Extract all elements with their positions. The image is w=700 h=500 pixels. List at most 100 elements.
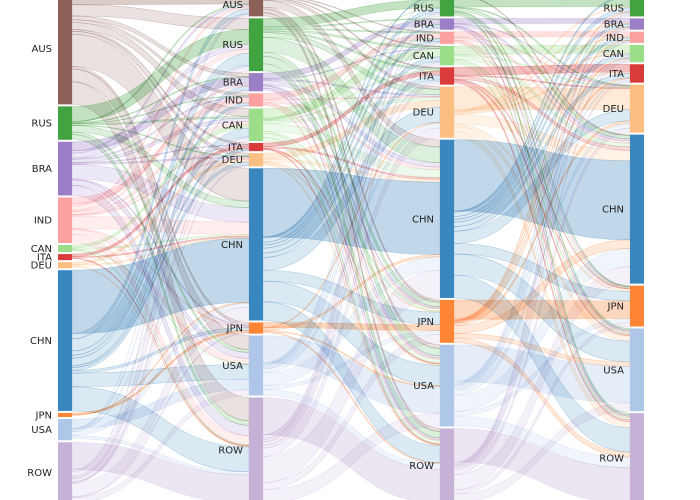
node-label-aus: AUS — [31, 44, 52, 55]
node-bar-usa[interactable] — [58, 418, 72, 441]
node-bar-usa[interactable] — [630, 328, 644, 412]
node-label-ind: IND — [225, 95, 243, 106]
node-bar-ind[interactable] — [58, 197, 72, 243]
node-bars — [58, 0, 644, 500]
flow-links — [71, 0, 631, 500]
flow-link-row-to-row — [453, 428, 631, 500]
node-bar-aus[interactable] — [249, 0, 263, 17]
node-label-ita: ITA — [609, 69, 624, 80]
node-label-can: CAN — [413, 51, 434, 62]
flow-link-row-to-chn — [262, 270, 441, 483]
node-label-aus: AUS — [603, 0, 624, 2]
node-bar-jpn[interactable] — [249, 322, 263, 334]
node-bar-bra[interactable] — [249, 73, 263, 92]
flow-link-row-to-usa — [71, 389, 250, 500]
flow-link-row-to-ita — [71, 150, 250, 483]
node-label-can: CAN — [222, 120, 243, 131]
node-bar-ita[interactable] — [58, 254, 72, 261]
node-label-chn: CHN — [30, 336, 52, 347]
node-bar-jpn[interactable] — [58, 412, 72, 417]
flow-link-chn-to-aus — [262, 0, 424, 239]
node-label-jpn: JPN — [226, 324, 243, 335]
flow-link-row-to-bra — [453, 28, 631, 466]
node-label-row: ROW — [218, 446, 243, 457]
node-label-rus: RUS — [603, 3, 624, 14]
node-labels: AUSRUSBRAINDCANITADEUCHNJPNUSAROWAUSRUSB… — [27, 0, 624, 479]
node-bar-ita[interactable] — [440, 67, 454, 85]
node-label-row: ROW — [27, 468, 52, 479]
node-label-bra: BRA — [604, 20, 624, 31]
flow-link-row-to-bra — [262, 27, 441, 441]
node-bar-chn[interactable] — [249, 168, 263, 321]
node-bar-chn[interactable] — [630, 134, 644, 284]
node-label-jpn: JPN — [35, 410, 52, 421]
flow-link-row-to-ind — [262, 41, 441, 443]
node-bar-row[interactable] — [58, 442, 72, 500]
node-bar-deu[interactable] — [249, 153, 263, 167]
node-label-deu: DEU — [603, 104, 624, 115]
node-bar-jpn[interactable] — [440, 299, 454, 343]
node-bar-row[interactable] — [440, 428, 454, 500]
node-label-chn: CHN — [412, 214, 434, 225]
flow-link-row-to-rus — [71, 66, 250, 477]
node-label-row: ROW — [599, 454, 624, 465]
node-label-rus: RUS — [413, 3, 434, 14]
node-bar-can[interactable] — [58, 244, 72, 253]
node-label-deu: DEU — [31, 261, 52, 272]
node-label-ita: ITA — [228, 143, 243, 154]
node-bar-chn[interactable] — [440, 139, 454, 298]
node-bar-deu[interactable] — [58, 262, 72, 269]
node-label-bra: BRA — [223, 78, 243, 89]
node-label-ita: ITA — [37, 253, 52, 264]
node-bar-ita[interactable] — [630, 64, 644, 83]
node-bar-usa[interactable] — [440, 344, 454, 427]
flow-link-row-to-usa — [453, 402, 631, 500]
node-bar-aus[interactable] — [58, 0, 72, 105]
node-bar-can[interactable] — [249, 108, 263, 141]
node-label-can: CAN — [603, 49, 624, 60]
node-label-jpn: JPN — [417, 317, 434, 328]
node-label-ind: IND — [606, 33, 624, 44]
node-label-ind: IND — [34, 216, 52, 227]
node-label-aus: AUS — [413, 0, 434, 2]
node-label-aus: AUS — [222, 0, 243, 11]
flow-link-row-to-chn — [453, 266, 631, 491]
node-label-ind: IND — [416, 33, 434, 44]
node-label-ita: ITA — [419, 71, 434, 82]
node-bar-deu[interactable] — [440, 86, 454, 138]
node-bar-ita[interactable] — [249, 143, 263, 152]
flow-link-row-to-ita — [262, 81, 441, 449]
node-label-rus: RUS — [31, 119, 52, 130]
node-label-chn: CHN — [221, 240, 243, 251]
node-label-rus: RUS — [222, 40, 243, 51]
node-bar-bra[interactable] — [630, 18, 644, 30]
node-bar-usa[interactable] — [249, 335, 263, 396]
node-label-row: ROW — [409, 461, 434, 472]
node-bar-can[interactable] — [630, 44, 644, 63]
node-label-can: CAN — [31, 244, 52, 255]
node-label-bra: BRA — [32, 164, 52, 175]
flow-link-row-to-jpn — [71, 332, 250, 499]
node-label-chn: CHN — [602, 205, 624, 216]
node-bar-ind[interactable] — [630, 31, 644, 43]
node-bar-jpn[interactable] — [630, 285, 644, 327]
node-bar-can[interactable] — [440, 45, 454, 66]
node-bar-row[interactable] — [249, 397, 263, 500]
node-label-bra: BRA — [414, 20, 434, 31]
node-bar-chn[interactable] — [58, 270, 72, 411]
node-bar-row[interactable] — [630, 413, 644, 500]
node-bar-rus[interactable] — [440, 0, 454, 17]
flow-link-row-to-aus — [262, 0, 429, 436]
node-bar-ind[interactable] — [249, 93, 263, 107]
node-bar-ind[interactable] — [440, 31, 454, 44]
node-label-usa: USA — [31, 425, 52, 436]
node-bar-bra[interactable] — [58, 141, 72, 196]
node-label-deu: DEU — [413, 108, 434, 119]
node-bar-rus[interactable] — [630, 0, 644, 17]
node-bar-bra[interactable] — [440, 18, 454, 30]
node-bar-rus[interactable] — [249, 18, 263, 72]
node-bar-rus[interactable] — [58, 106, 72, 140]
node-bar-deu[interactable] — [630, 84, 644, 133]
node-label-usa: USA — [222, 361, 243, 372]
